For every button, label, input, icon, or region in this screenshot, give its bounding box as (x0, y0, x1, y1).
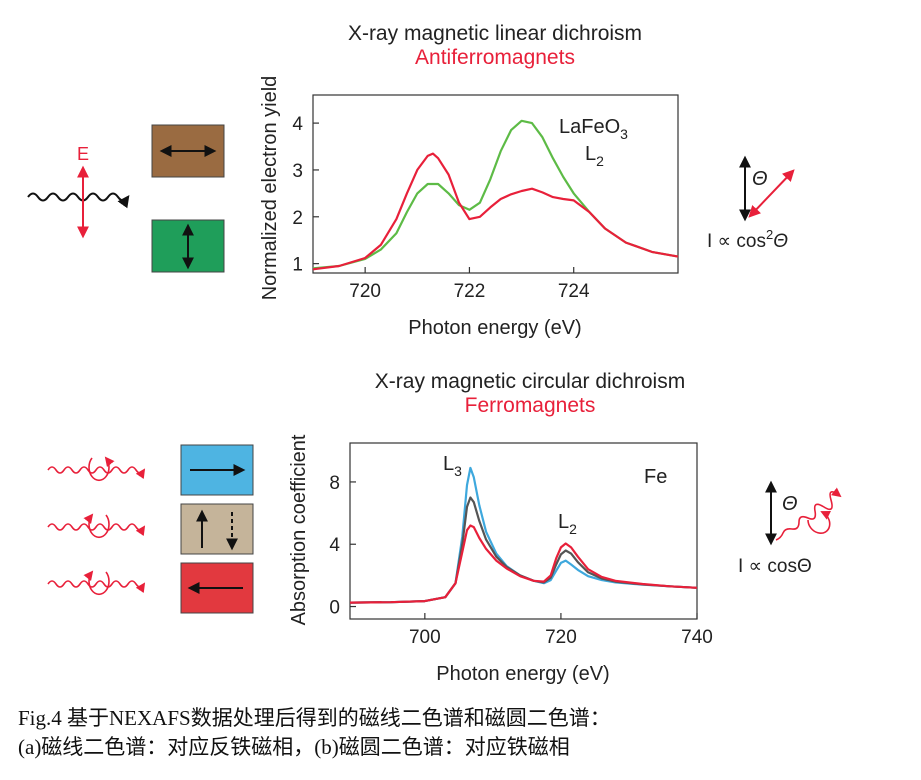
xmld-ticks: 720 722 724 1 2 3 4 (292, 114, 590, 302)
xmld-y-tick-label: 2 (292, 208, 303, 229)
wave-icon (27, 192, 130, 209)
xmld-x-tick-label: 722 (454, 281, 486, 302)
xmld-y-axis-label: Normalized electron yield (259, 76, 281, 301)
xmld-chart: 720 722 724 1 2 3 4 Photon energy (eV) Normali… (259, 76, 679, 339)
xmld-lines (312, 119, 679, 271)
circular-wave-icon (47, 513, 146, 539)
fe-annotation: Fe (644, 466, 667, 488)
panel-b-title-block: X-ray magnetic circular dichroism Ferrom… (280, 370, 780, 418)
cos-geometry-illustration: Θ I ∝ cosΘ (738, 480, 842, 577)
l3-edge-label: L3 (443, 453, 462, 479)
xmld-series-line-1 (312, 152, 679, 271)
xmld-y-tick-label: 1 (292, 255, 303, 276)
xmld-x-tick-label: 720 (349, 281, 381, 302)
circular-wave-icon (47, 456, 146, 482)
xmcd-chart: 700 720 740 0 4 8 Photon energy (eV) Absorpti… (288, 434, 713, 685)
cos-formula: I ∝ cosΘ (738, 556, 812, 577)
figure-caption: Fig.4 基于NEXAFS数据处理后得到的磁线二色谱和磁圆二色谱： (a)磁线… (18, 704, 611, 762)
cos2-geometry-illustration: Θ I ∝ cos2Θ (707, 155, 795, 252)
linear-polarization-illustration: E (27, 124, 225, 273)
tilted-polarization-arrow-icon (748, 169, 795, 218)
xmcd-lines (349, 466, 698, 604)
xmcd-x-tick-label: 740 (681, 627, 713, 648)
xmld-x-axis-label: Photon energy (eV) (408, 317, 581, 339)
theta-label-a: Θ (752, 168, 768, 190)
caption-line-1: Fig.4 基于NEXAFS数据处理后得到的磁线二色谱和磁圆二色谱： (18, 706, 611, 730)
panel-b-subtitle: Ferromagnets (464, 394, 596, 417)
caption-line-2: (a)磁线二色谱：对应反铁磁相，(b)磁圆二色谱：对应铁磁相 (18, 735, 570, 759)
xmcd-y-tick-label: 8 (329, 473, 340, 494)
xmcd-series-line-0 (349, 466, 698, 604)
beige-domain-box (180, 503, 254, 555)
xmcd-y-tick-label: 4 (329, 535, 340, 556)
xmcd-x-axis-label: Photon energy (eV) (436, 663, 609, 685)
xmld-series-line-0 (312, 119, 679, 270)
xmld-plot-frame (312, 94, 679, 274)
xmcd-y-tick-label: 0 (329, 598, 340, 619)
e-field-label: E (77, 144, 89, 164)
lafeo3-annotation: LaFeO3 (559, 116, 628, 142)
xmcd-series-line-2 (349, 524, 698, 604)
tilted-circular-wave-icon (775, 487, 842, 541)
theta-label-b: Θ (782, 493, 798, 515)
xmcd-series-line-1 (349, 496, 698, 604)
l2-edge-label-a: L2 (585, 143, 604, 169)
circular-polarization-illustration (47, 444, 254, 614)
xmcd-ticks: 700 720 740 0 4 8 (329, 473, 712, 648)
panel-a-subtitle: Antiferromagnets (415, 46, 575, 69)
circular-wave-icon (47, 570, 146, 596)
xmcd-y-axis-label: Absorption coefficient (288, 434, 310, 625)
xmld-x-tick-label: 724 (558, 281, 590, 302)
xmcd-x-tick-label: 720 (545, 627, 577, 648)
panel-a-title: X-ray magnetic linear dichroism (347, 22, 643, 45)
cos2-formula: I ∝ cos2Θ (707, 227, 788, 252)
xmld-y-tick-label: 4 (292, 114, 303, 135)
panel-a-title-block: X-ray magnetic linear dichroism Antiferr… (245, 22, 745, 70)
xmcd-x-tick-label: 700 (409, 627, 441, 648)
panel-b-title: X-ray magnetic circular dichroism (374, 370, 686, 393)
rotation-loop-icon (807, 511, 832, 534)
l2-edge-label-b: L2 (558, 511, 577, 537)
xmld-y-tick-label: 3 (292, 161, 303, 182)
xmcd-plot-frame (349, 442, 698, 620)
